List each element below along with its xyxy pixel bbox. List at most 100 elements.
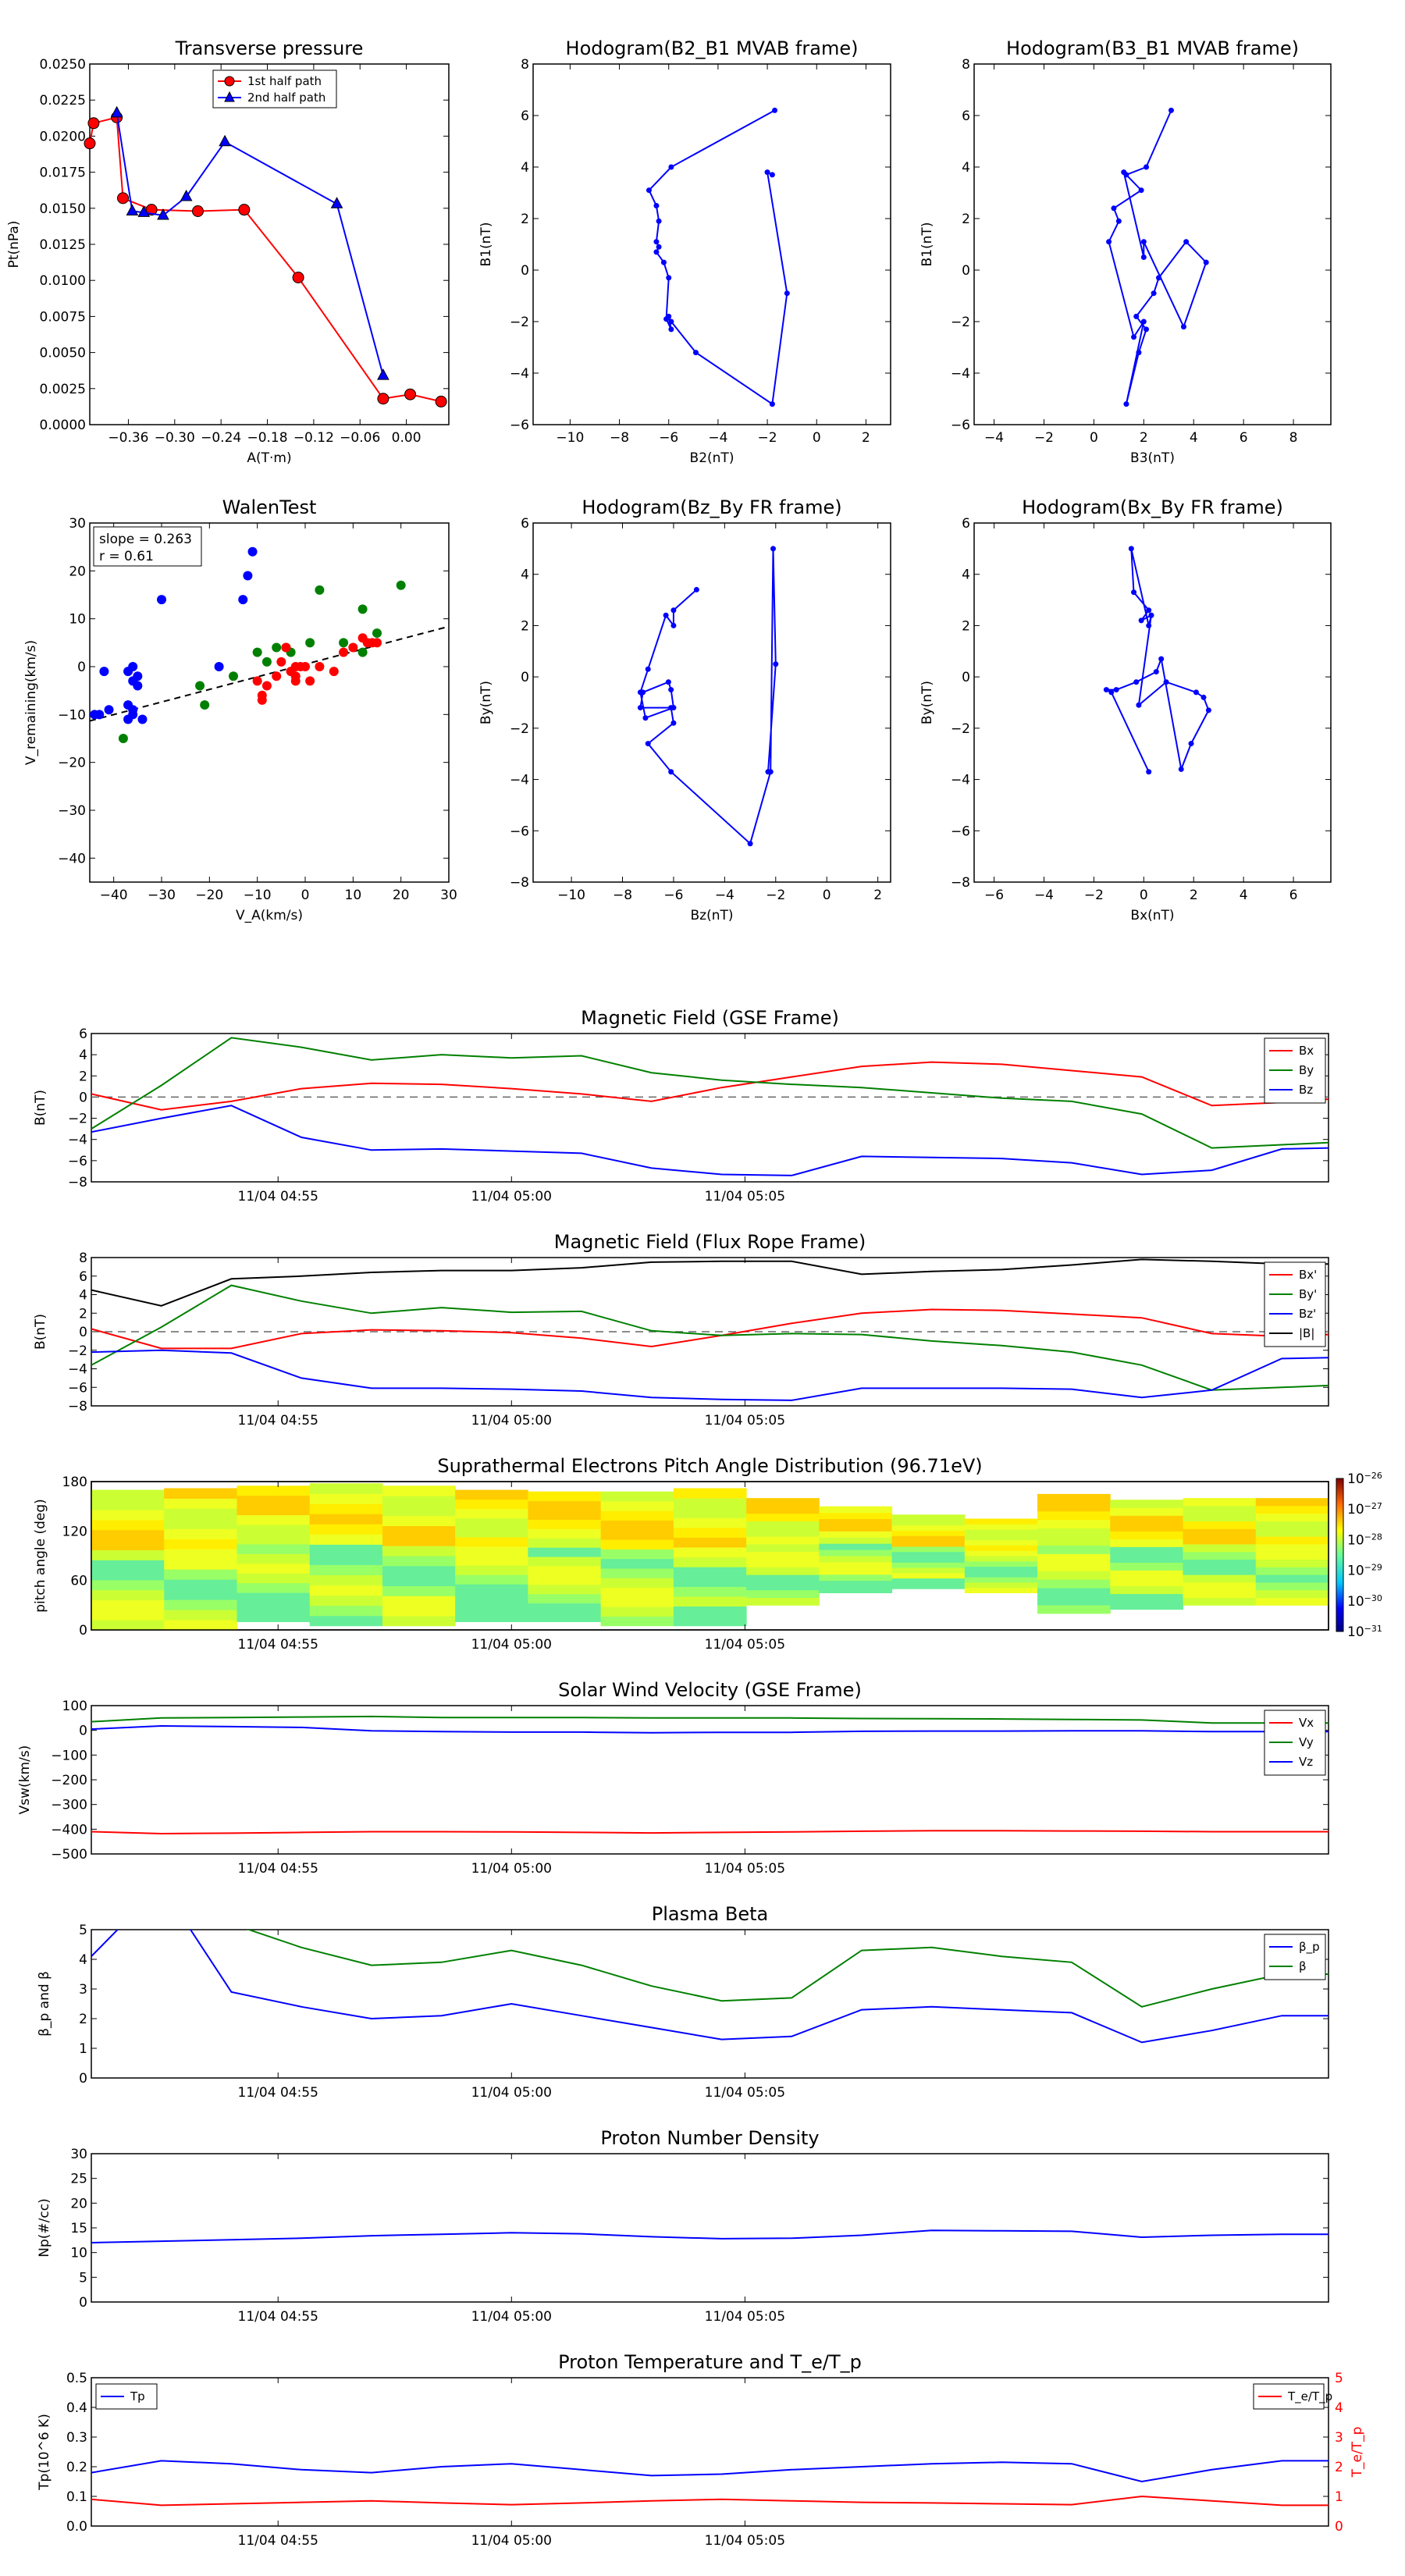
pad-cell	[382, 1556, 456, 1567]
h2-ytick-label: 2	[962, 212, 970, 227]
h4-point	[1163, 679, 1169, 685]
pad-cell	[309, 1585, 383, 1596]
tp-ytick-label: 0.0175	[40, 165, 86, 181]
pad-cell	[746, 1513, 820, 1522]
h3-ytick-label: −2	[510, 721, 529, 737]
pad-xtick-label: 11/04 04:55	[238, 1637, 318, 1653]
h1-ytick-label: −6	[510, 418, 529, 433]
pad-cell	[600, 1558, 674, 1569]
pad-cell	[382, 1505, 456, 1517]
h2-point	[1144, 164, 1150, 170]
pad-cell	[600, 1510, 674, 1521]
h1-xtick-label: 2	[862, 430, 870, 446]
h2-xtick-label: 2	[1140, 430, 1148, 446]
tp-legend-label: 1st half path	[247, 74, 322, 88]
pad-cell	[528, 1557, 602, 1567]
h3-line	[639, 548, 777, 845]
pad-cell	[91, 1539, 165, 1550]
h1-ytick-label: −4	[510, 366, 529, 382]
tp-ytick-label: 0.0100	[40, 273, 86, 289]
mag_gse-panel: Magnetic Field (GSE Frame) −8 −6 −4 −2 0 2 4 6 B(…	[33, 1007, 1329, 1204]
walen-fit-line	[90, 625, 449, 722]
walen-point	[315, 585, 325, 595]
pad-colorbar-label: 10−26	[1347, 1471, 1382, 1488]
beta-ytick-label: 4	[79, 1952, 87, 1968]
walen-point	[339, 647, 349, 657]
h3-point	[637, 689, 643, 696]
pad-cell	[91, 1570, 165, 1581]
mag_fr-ytick-label: −2	[68, 1343, 87, 1359]
pad-cell	[164, 1528, 237, 1539]
pad-cell	[819, 1556, 893, 1563]
tp-ytick-label: 0.0150	[40, 201, 86, 217]
np-ytick-label: 20	[70, 2196, 87, 2211]
h2-ytick-label: −4	[951, 366, 970, 382]
walen-point	[372, 638, 382, 648]
tp-ytick-label: 0.0050	[40, 346, 86, 361]
pad-cell	[1183, 1559, 1257, 1567]
pad-cell	[237, 1543, 311, 1554]
h3-ytick-label: 6	[521, 516, 529, 532]
h4-frame	[973, 522, 1332, 883]
pad-cell	[528, 1491, 602, 1502]
h2-ytick-label: 6	[962, 109, 970, 124]
tp-point-1	[87, 117, 100, 130]
pad-cell	[964, 1556, 1038, 1562]
pad-cell	[1037, 1596, 1111, 1606]
tp-legend-marker	[224, 91, 235, 102]
walen-xtick-label: 30	[440, 888, 457, 903]
h4-xtick-label: 2	[1190, 888, 1198, 903]
h3-xlabel: Bz(nT)	[690, 908, 733, 923]
h4-ytick-label: 2	[962, 618, 970, 634]
pad-cell	[746, 1521, 820, 1529]
pad-cell	[673, 1546, 747, 1558]
h4-ylabel: By(nT)	[919, 681, 935, 724]
mag_fr-series-1	[91, 1308, 1329, 1350]
walen-ytick-label: 30	[69, 516, 86, 532]
tp-point-2	[377, 368, 389, 380]
pad-cell	[600, 1578, 674, 1589]
pad-cell	[309, 1605, 383, 1617]
walen-point	[229, 671, 238, 681]
beta-xtick-label: 11/04 04:55	[238, 2085, 318, 2101]
walen-point	[305, 638, 315, 648]
h2-point	[1144, 326, 1150, 333]
mag_gse-series-3	[91, 1105, 1329, 1176]
pad-cell	[600, 1539, 674, 1550]
pad-cell	[309, 1503, 383, 1514]
h3-point	[773, 661, 779, 667]
tp-point-1	[292, 272, 304, 284]
h4-point	[1200, 694, 1207, 700]
tp-point-2	[157, 208, 169, 220]
h1-point	[772, 107, 778, 113]
walen-title: WalenTest	[222, 496, 317, 518]
mag_fr-legend-label: By'	[1299, 1287, 1317, 1301]
pad-cell	[600, 1500, 674, 1511]
h2-point	[1111, 205, 1117, 212]
h1-point	[653, 239, 660, 245]
vsw-ytick-label: −200	[51, 1773, 87, 1788]
pad-cell	[528, 1574, 602, 1585]
pad-cell	[1183, 1528, 1257, 1537]
vsw-xtick-label: 11/04 05:00	[471, 1861, 552, 1877]
walen-point	[281, 642, 291, 653]
pad-cell	[1255, 1543, 1329, 1553]
walen-point	[396, 580, 406, 590]
h3-point	[767, 769, 774, 775]
mag_gse-xtick-label: 11/04 04:55	[238, 1189, 318, 1204]
pad-cell	[455, 1565, 528, 1575]
h1-ytick-label: −2	[510, 315, 529, 330]
pad-cell	[1037, 1562, 1111, 1571]
pad-cell	[1255, 1559, 1329, 1567]
pad-cell	[164, 1488, 237, 1499]
temp-y2tick-label: 3	[1335, 2430, 1343, 2446]
walen-point	[238, 595, 248, 605]
h3-ytick-label: −8	[510, 875, 529, 891]
pad-cell	[600, 1529, 674, 1540]
walen-annotation: slope = 0.263	[99, 532, 192, 547]
mag_fr-ytick-label: −4	[68, 1362, 87, 1378]
pad-cell	[1183, 1551, 1257, 1560]
pad-cell	[91, 1599, 165, 1610]
pad-cell	[1110, 1531, 1184, 1539]
